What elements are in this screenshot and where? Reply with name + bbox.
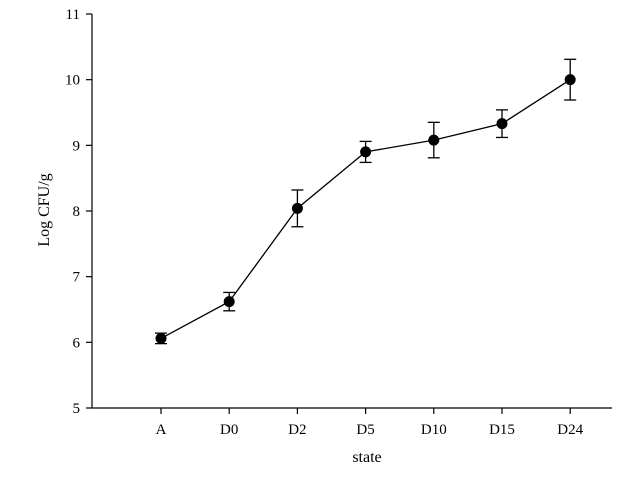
x-tick-label: D10	[421, 422, 447, 438]
series-line	[160, 79, 571, 339]
y-tick-label: 6	[73, 335, 81, 351]
data-point	[155, 332, 167, 344]
y-axis: 5 6 7 8 9 10 11	[65, 7, 93, 417]
data-point	[564, 74, 576, 86]
x-tick-label: D2	[288, 422, 306, 438]
series-group	[155, 58, 577, 345]
data-point	[223, 296, 235, 308]
y-tick-label: 8	[73, 204, 81, 220]
y-tick-label: 9	[73, 138, 81, 154]
y-tick-label: 7	[73, 270, 81, 286]
data-point	[496, 118, 508, 130]
x-axis: A D0 D2 D5 D10 D15 D24	[92, 407, 612, 438]
data-point	[360, 146, 372, 158]
x-tick-label: A	[156, 422, 167, 438]
x-axis-title: state	[352, 449, 381, 466]
y-tick-label: 11	[66, 7, 80, 23]
x-tick-label: D5	[356, 422, 374, 438]
y-tick-label: 5	[73, 401, 81, 417]
x-tick-label: D24	[557, 422, 583, 438]
data-point	[428, 134, 440, 146]
y-tick-label: 10	[65, 73, 80, 89]
x-tick-label: D0	[220, 422, 238, 438]
data-point	[291, 202, 303, 214]
y-axis-title: Log CFU/g	[36, 173, 53, 246]
x-tick-label: D15	[489, 422, 515, 438]
